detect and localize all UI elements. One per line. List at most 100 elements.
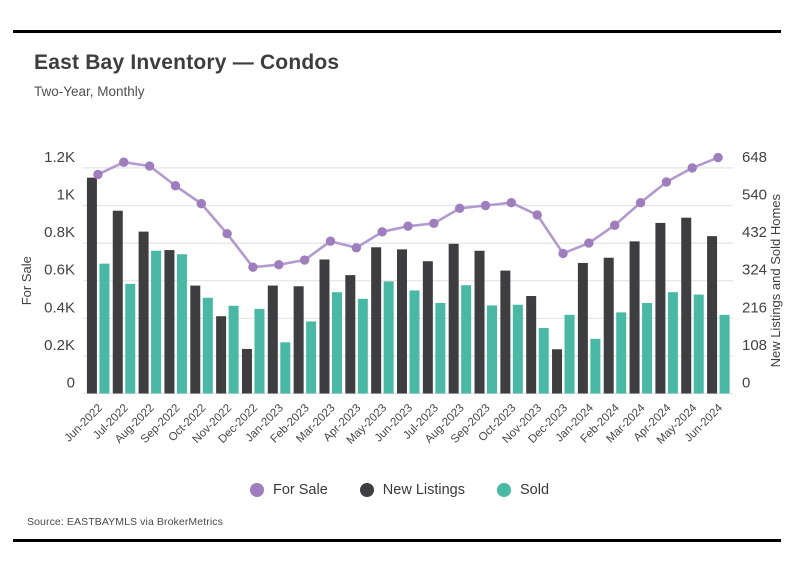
bar-new-listings [164, 250, 175, 394]
bar-new-listings [474, 250, 485, 394]
bar-new-listings [422, 261, 433, 394]
for-sale-marker [325, 236, 336, 246]
for-sale-marker [480, 200, 491, 211]
for-sale-marker [403, 221, 413, 231]
for-sale-marker [377, 227, 387, 237]
bar-new-listings [577, 262, 588, 394]
bar-new-listings [371, 247, 382, 394]
left-axis-title: For Sale [19, 256, 34, 305]
for-sale-marker [222, 229, 232, 239]
bar-new-listings [681, 217, 692, 394]
for-sale-marker [635, 197, 646, 208]
top-rule [13, 30, 781, 33]
for-sale-marker [558, 248, 568, 259]
bar-sold [487, 305, 498, 394]
bar-sold [616, 312, 627, 394]
y-tick-label-right: 648 [742, 149, 767, 166]
bar-new-listings [190, 285, 201, 394]
for-sale-marker [610, 220, 620, 230]
legend-item-new-listings: New Listings [359, 482, 465, 498]
bar-new-listings [629, 241, 640, 394]
y-tick-label-right: 216 [742, 299, 767, 316]
bar-sold [409, 290, 420, 394]
inventory-combo-chart: 0 0 0.2K 108 0.4K 216 0.6K 324 0.8K 432 1K 540 1.2K 6… [19, 149, 783, 447]
bar-sold [176, 254, 187, 394]
chart-legend: For Sale New Listings Sold [0, 482, 799, 498]
bar-sold [151, 250, 162, 394]
bottom-rule [13, 539, 781, 542]
for-sale-marker [170, 181, 181, 191]
for-sale-marker [713, 152, 723, 163]
y-tick-label-right: 108 [742, 337, 767, 354]
right-axis-title: New Listings and Sold Homes [768, 193, 783, 367]
bar-sold [125, 283, 136, 394]
for-sale-marker [687, 163, 697, 173]
for-sale-marker [506, 197, 517, 208]
legend-label: Sold [519, 482, 550, 498]
legend-label: New Listings [382, 482, 465, 498]
bar-new-listings [241, 348, 252, 394]
for-sale-marker [429, 218, 439, 229]
bar-sold [642, 302, 653, 394]
bar-new-listings [216, 316, 227, 394]
bar-sold [667, 292, 678, 394]
for-sale-marker [248, 262, 258, 272]
bar-new-listings [112, 210, 123, 394]
bar-new-listings [500, 270, 511, 394]
bar-sold [512, 304, 523, 394]
bar-new-listings [552, 349, 563, 394]
bar-new-listings [603, 257, 614, 394]
bar-new-listings [707, 236, 718, 394]
for-sale-marker [584, 238, 594, 248]
y-tick-label-left: 1.2K [44, 149, 75, 166]
bar-sold [254, 308, 265, 394]
y-tick-label-left: 0.4K [44, 299, 75, 316]
bar-new-listings [526, 296, 537, 394]
new-listings-legend-swatch [359, 483, 374, 497]
y-tick-label-right: 0 [742, 375, 750, 392]
bar-new-listings [345, 275, 356, 394]
source-note: Source: EASTBAYMLS via BrokerMetrics [27, 516, 223, 528]
y-tick-label-right: 432 [742, 224, 767, 241]
bar-sold [461, 285, 472, 394]
bar-new-listings [655, 222, 666, 394]
bar-new-listings [138, 231, 149, 394]
bar-sold [564, 314, 575, 394]
bar-sold [357, 298, 368, 394]
bar-new-listings [397, 249, 407, 394]
for-sale-marker [532, 210, 542, 220]
y-tick-label-left: 0 [67, 375, 75, 392]
for-sale-marker [661, 177, 672, 187]
legend-item-sold: Sold [496, 482, 550, 498]
chart-title: East Bay Inventory — Condos [34, 51, 340, 74]
bar-sold [280, 342, 291, 394]
for-sale-marker [144, 161, 155, 171]
bar-new-listings [448, 243, 459, 394]
for-sale-marker [196, 198, 206, 209]
bar-new-listings [267, 285, 278, 394]
bar-sold [228, 305, 239, 394]
bar-sold [538, 328, 549, 394]
bar-sold [693, 294, 704, 394]
chart-subtitle: Two-Year, Monthly [34, 84, 145, 99]
y-tick-label-left: 0.2K [44, 337, 75, 354]
for-sale-marker [274, 260, 284, 270]
y-tick-label-left: 0.8K [44, 224, 75, 241]
for-sale-marker [454, 203, 465, 214]
for-sale-marker [351, 243, 362, 253]
legend-item-for-sale: For Sale [249, 482, 328, 498]
for-sale-marker [93, 169, 103, 180]
bar-sold [383, 281, 394, 394]
bar-new-listings [293, 286, 304, 394]
bar-new-listings [86, 177, 97, 394]
bar-sold [202, 297, 213, 394]
for-sale-legend-swatch [249, 483, 264, 497]
bar-sold [719, 314, 730, 394]
bar-sold [435, 302, 446, 394]
y-tick-label-right: 324 [742, 262, 767, 279]
bar-new-listings [319, 259, 330, 394]
bar-sold [590, 338, 601, 394]
for-sale-marker [299, 255, 310, 265]
y-tick-label-right: 540 [742, 187, 767, 204]
